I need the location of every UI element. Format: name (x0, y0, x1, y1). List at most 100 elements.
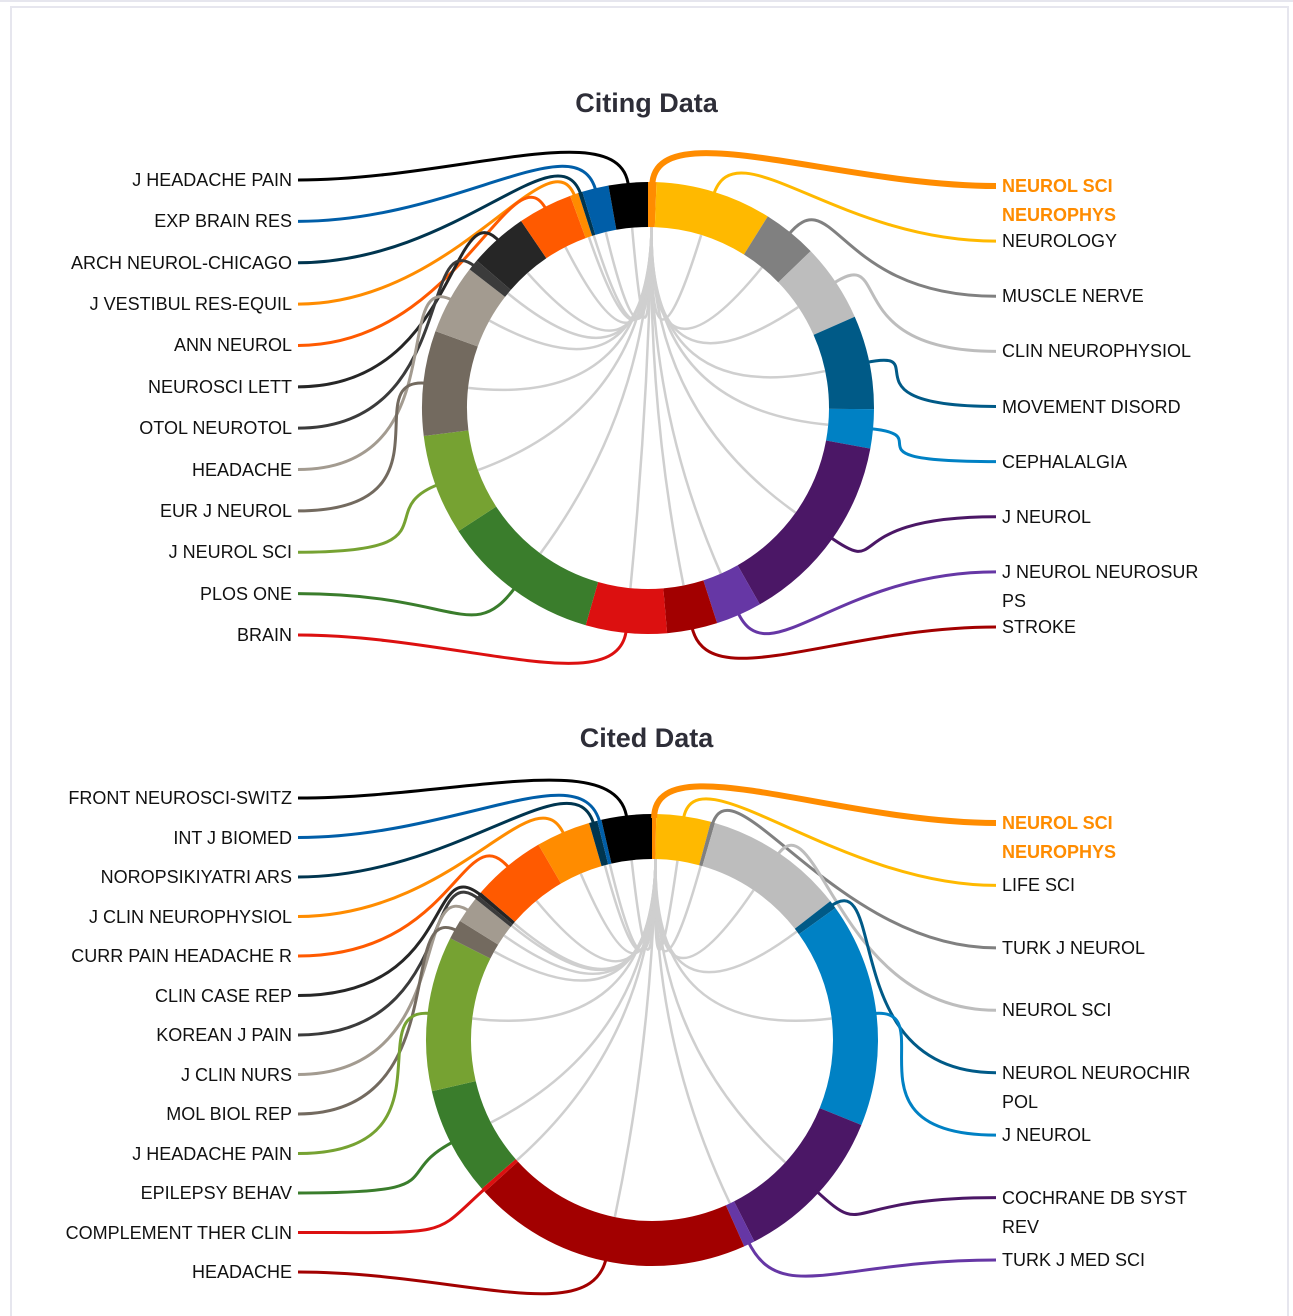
connector (681, 797, 997, 887)
arc-segment (654, 182, 768, 255)
arc-segment (608, 182, 648, 230)
segment-label: NEUROL SCI NEUROPHYS (1002, 813, 1117, 862)
segment-label: BRAIN (236, 625, 292, 645)
segment-label: CLIN CASE REP (154, 985, 292, 1006)
arc-segment (423, 430, 497, 532)
arc-segment (589, 820, 609, 867)
arc-segment (737, 440, 871, 605)
segment-label: EXP BRAIN RES (154, 211, 292, 232)
arc-segment (570, 193, 593, 239)
connector (690, 625, 997, 660)
connector (297, 150, 631, 187)
segment-label: J NEUROL (1002, 506, 1092, 527)
segment-label: ARCH NEUROL-CHICAGO (70, 252, 292, 273)
chart-title: Cited Data (579, 723, 714, 753)
segment-label: MOVEMENT DISORD (1002, 396, 1181, 417)
arc-segment (484, 1161, 745, 1266)
connector (710, 809, 997, 950)
connector (865, 358, 997, 408)
connector (828, 515, 997, 553)
arc-segment (813, 316, 875, 410)
segment-label: NEUROLOGY (1002, 231, 1118, 252)
segment-label: MOL BIOL REP (166, 1104, 292, 1124)
connector (735, 570, 997, 636)
segment-label: TURK J NEUROL (1002, 937, 1146, 958)
segment-label: LIFE SCI (1002, 875, 1076, 896)
connector (814, 1189, 997, 1216)
connector (831, 273, 997, 353)
arc-segment (458, 506, 599, 626)
segment-label: TURK J MED SCI (1002, 1250, 1146, 1270)
arc-segment (655, 814, 711, 866)
arc-segment (652, 814, 657, 860)
connector (775, 843, 997, 1012)
arc-segment (778, 251, 855, 335)
segment-label: NOROPSIKIYATRI ARS (100, 867, 292, 887)
connector (746, 1239, 997, 1278)
connector (297, 854, 512, 958)
connector (297, 195, 549, 347)
connector (297, 231, 502, 389)
arc-segment (663, 580, 718, 634)
segment-label: NEUROL NEUROCHIR POL (1002, 1062, 1191, 1112)
arc-segment (422, 331, 478, 436)
segment-label: INT J BIOMED (173, 827, 292, 848)
segment-label: KOREAN J PAIN (156, 1025, 292, 1045)
segment-label: NEUROL SCI NEUROPHYS (1002, 176, 1117, 225)
arc-segment (585, 581, 668, 634)
segment-label: J NEUROL (1002, 1125, 1092, 1146)
segment-label: J HEADACHE PAIN (132, 1143, 292, 1164)
connector (297, 1011, 432, 1155)
connector (297, 174, 583, 265)
connector (297, 628, 628, 665)
connector (297, 585, 518, 617)
arc-segment (450, 920, 499, 959)
segment-label: HEADACHE (191, 1262, 292, 1282)
segment-label: EUR J NEUROL (159, 500, 292, 521)
arc-segment (538, 822, 602, 884)
connector (297, 1139, 456, 1195)
segment-label: CURR PAIN HEADACHE R (71, 946, 292, 966)
segment-label: PLOS ONE (199, 583, 292, 604)
segment-label: MUSCLE NERVE (1002, 286, 1144, 307)
connector (297, 816, 567, 918)
arc-segment (480, 844, 562, 922)
segment-label: J HEADACHE PAIN (132, 170, 292, 190)
connector (297, 164, 598, 223)
arc-segment (703, 565, 760, 624)
segment-label: J CLIN NURS (180, 1064, 292, 1085)
arc-segment (597, 819, 612, 865)
connector (297, 295, 455, 472)
chord (654, 859, 732, 1204)
connector (297, 778, 629, 820)
arc-segment (725, 1201, 755, 1247)
connector (297, 793, 602, 839)
connector (297, 259, 478, 430)
arc-segment (459, 898, 511, 945)
segment-label: CLIN NEUROPHYSIOL (1002, 341, 1192, 362)
connector (297, 801, 596, 879)
segment-label: OTOL NEUROTOL (139, 418, 292, 439)
connector (711, 171, 997, 243)
segment-label: STROKE (1002, 617, 1077, 637)
top-border (0, 0, 1293, 2)
connector (297, 926, 460, 1116)
arc-segment (601, 814, 652, 864)
arc-segment (798, 907, 878, 1126)
arc-segment (702, 822, 831, 929)
arc-segment (699, 821, 715, 867)
segment-label: J VESTIBUL RES-EQUIL (89, 294, 292, 315)
arc-segment (794, 901, 836, 935)
chord (630, 227, 653, 319)
arc-segment (475, 895, 513, 928)
connector (297, 885, 484, 997)
connector (297, 482, 440, 554)
connector (868, 427, 997, 464)
chord (654, 859, 787, 1164)
segment-label: COMPLEMENT THER CLIN (65, 1222, 292, 1243)
arc-segment (431, 1081, 516, 1189)
arc-segment (582, 185, 617, 235)
segment-label: FRONT NEUROSCI-SWITZ (68, 788, 292, 808)
chord (604, 227, 653, 320)
